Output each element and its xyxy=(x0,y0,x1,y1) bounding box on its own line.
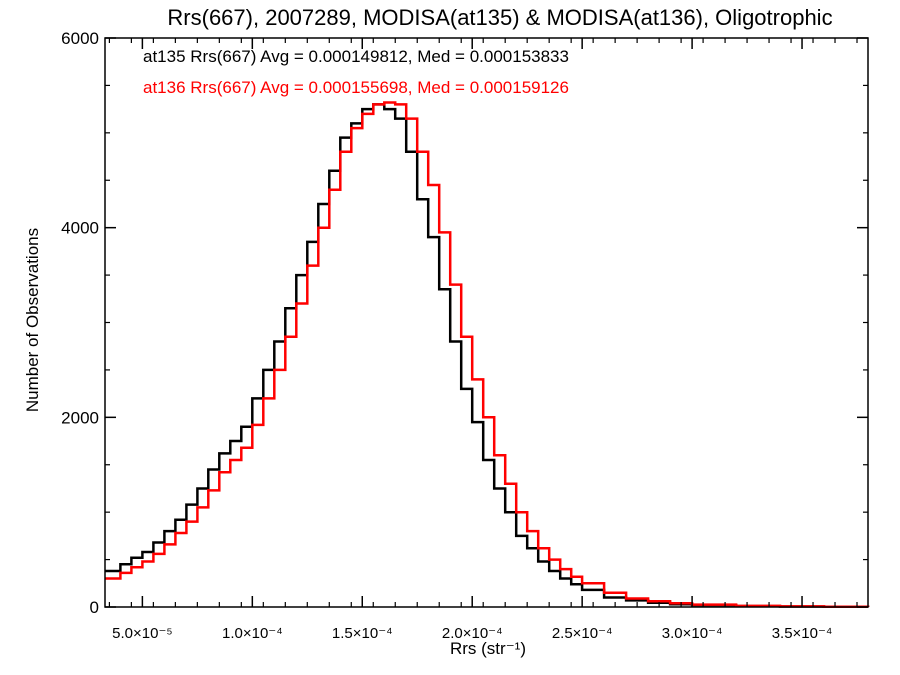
y-tick-label: 4000 xyxy=(61,219,99,238)
x-tick-label: 2.5×10⁻⁴ xyxy=(552,625,613,642)
series-line-at136 xyxy=(105,101,870,608)
x-tick-label: 3.5×10⁻⁴ xyxy=(772,625,833,642)
series-line-at135 xyxy=(105,103,870,609)
legend-entry-at135: at135 Rrs(667) Avg = 0.000149812, Med = … xyxy=(143,47,569,66)
x-tick-label: 2.0×10⁻⁴ xyxy=(442,625,503,642)
y-tick-label: 2000 xyxy=(61,408,99,427)
tick-layer: 5.0×10⁻⁵ 1.0×10⁻⁴ 1.5×10⁻⁴ 2.0×10⁻⁴ 2.5×10⁻⁴… xyxy=(61,29,868,642)
plot-frame xyxy=(104,37,869,608)
x-tick-label: 1.0×10⁻⁴ xyxy=(222,625,283,642)
chart-title: Rrs(667), 2007289, MODISA(at135) & MODIS… xyxy=(167,5,832,30)
y-tick-label: 0 xyxy=(90,598,99,617)
series-layer xyxy=(105,101,870,609)
y-tick-label: 6000 xyxy=(61,29,99,48)
x-tick-label: 3.0×10⁻⁴ xyxy=(662,625,723,642)
x-tick-label: 5.0×10⁻⁵ xyxy=(112,625,172,642)
x-axis-label: Rrs (str⁻¹) xyxy=(450,639,526,658)
x-tick-label: 1.5×10⁻⁴ xyxy=(332,625,393,642)
y-axis-label: Number of Observations xyxy=(23,228,42,412)
legend-entry-at136: at136 Rrs(667) Avg = 0.000155698, Med = … xyxy=(143,78,569,97)
